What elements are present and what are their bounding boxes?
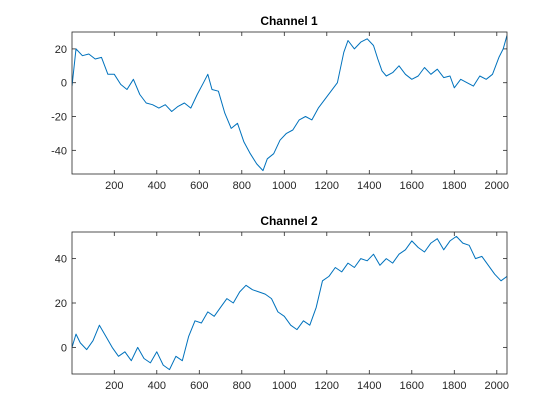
channel-1-xtick-label: 400 <box>148 180 166 192</box>
channel-2-xtick-label: 600 <box>190 380 208 392</box>
channel-2-xtick-label: 400 <box>148 380 166 392</box>
channel-1-xtick-label: 1600 <box>400 180 424 192</box>
channel-1-ytick-label: 20 <box>55 44 67 56</box>
channel-1-xtick-label: 800 <box>233 180 251 192</box>
channel-2-series-container <box>72 235 507 371</box>
channel-1-ytick-label: 0 <box>61 78 67 90</box>
channel-1-axes: Channel 1 200 400 600 800 1000 1200 1400 1600 18… <box>51 14 509 192</box>
channel-1-xtick-label: 600 <box>190 180 208 192</box>
channel-1-xtick-label: 1000 <box>272 180 296 192</box>
channel-1-xtick-label: 1200 <box>315 180 339 192</box>
channel-2-xtick-label: 1000 <box>272 380 296 392</box>
channel-2-xtick-label: 1600 <box>400 380 424 392</box>
channel-2-ytick-label: 40 <box>55 254 67 266</box>
channel-1-xtick-label: 2000 <box>485 180 509 192</box>
channel-2-xtick-label: 1800 <box>442 380 466 392</box>
channel-2-ytick-label: 0 <box>61 342 67 354</box>
channel-1-ytick-label: -20 <box>51 112 67 124</box>
channel-2-ticks: 200 400 600 800 1000 1200 1400 1600 1800 2000 0 20 4… <box>55 232 509 392</box>
channel-2-axes: Channel 2 200 400 600 800 1000 1200 1400 1600 18… <box>55 214 509 392</box>
channel-1-title: Channel 1 <box>260 14 318 28</box>
channel-2-title: Channel 2 <box>260 214 318 228</box>
channel-1-xtick-label: 200 <box>105 180 123 192</box>
channel-1-ytick-label: -40 <box>51 145 67 157</box>
channel-2-xtick-label: 1200 <box>315 380 339 392</box>
channel-2-ytick-label: 20 <box>55 298 67 310</box>
channel-2-xtick-label: 800 <box>233 380 251 392</box>
channel-1-ticks: 200 400 600 800 1000 1200 1400 1600 1800 2000-40-… <box>51 32 509 192</box>
channel-1-axes-box <box>71 31 508 175</box>
channel-2-xtick-label: 1400 <box>357 380 381 392</box>
channel-2-xtick-label: 200 <box>105 380 123 392</box>
channel-1-series-line <box>72 35 507 172</box>
channel-1-xtick-label: 1800 <box>442 180 466 192</box>
channel-2-xtick-label: 2000 <box>485 380 509 392</box>
channel-2-axes-box <box>71 231 508 375</box>
channel-1-xtick-label: 1400 <box>357 180 381 192</box>
channel-2-series-line <box>72 235 507 371</box>
channel-1-series-container <box>72 35 507 172</box>
